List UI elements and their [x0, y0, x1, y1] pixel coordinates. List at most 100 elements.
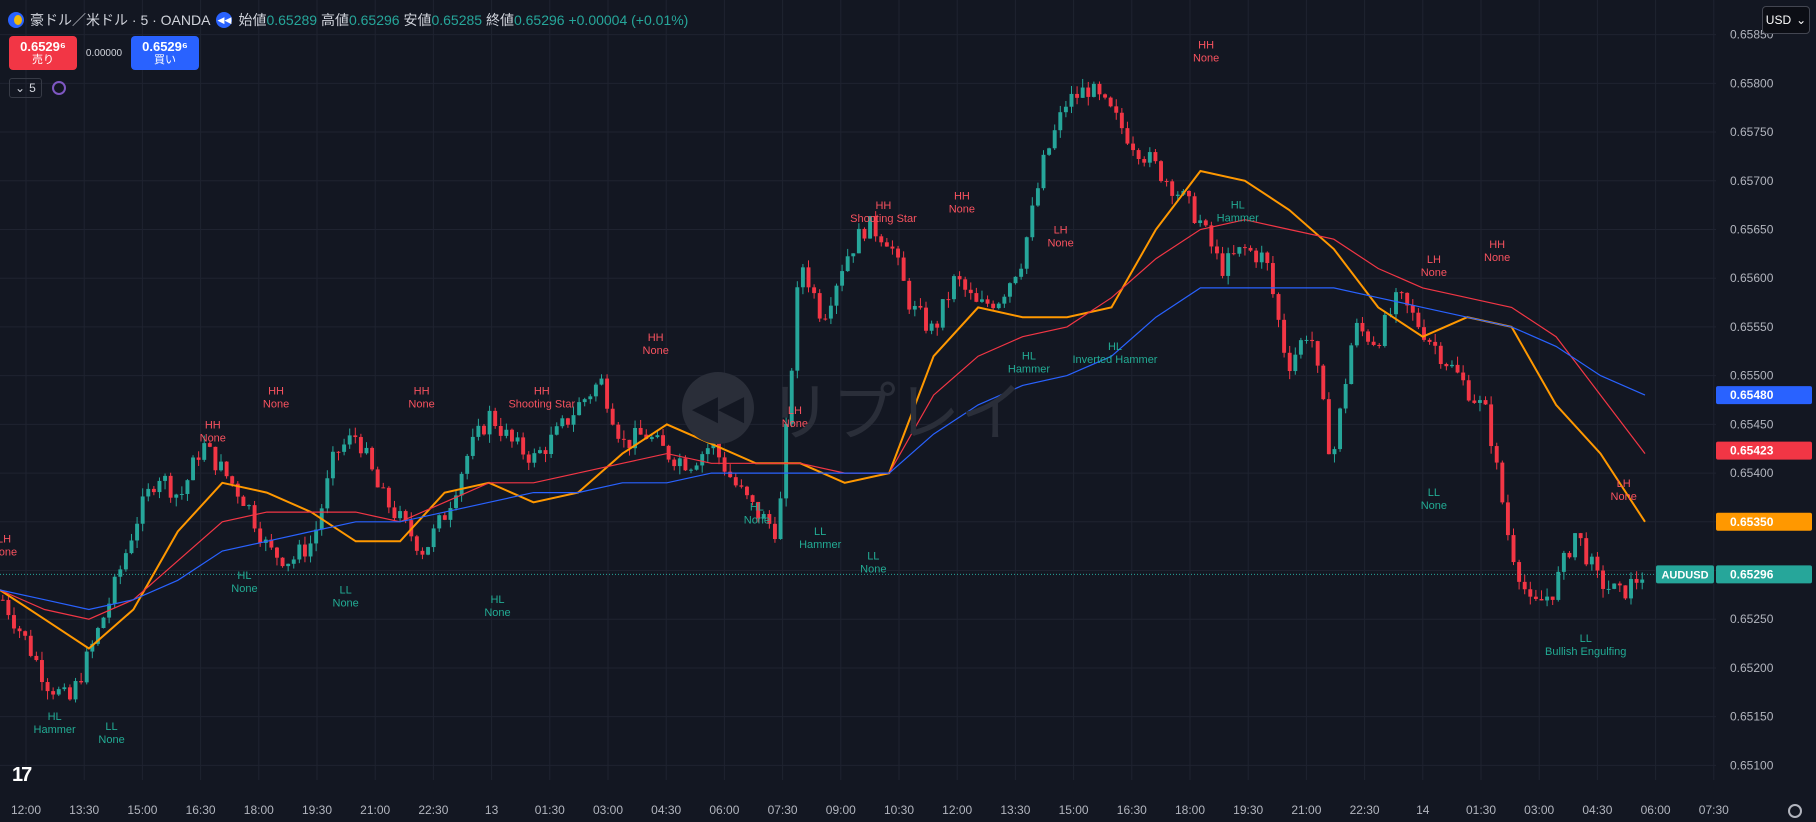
- candle-body: [1035, 188, 1040, 206]
- candle-body: [1242, 247, 1247, 249]
- candle-body: [1567, 552, 1572, 558]
- candle-body: [912, 305, 917, 310]
- pattern-name: Hammer: [1217, 213, 1260, 225]
- y-tick-label: 0.65650: [1730, 222, 1774, 236]
- x-tick-label: 14: [1416, 803, 1430, 817]
- candle-body: [1477, 400, 1482, 403]
- last-price-box: [1716, 565, 1812, 584]
- candle-body: [532, 453, 537, 463]
- candle-body: [672, 459, 677, 467]
- pattern-label: HH: [205, 419, 221, 431]
- candle-body: [386, 487, 391, 508]
- candle-body: [817, 293, 822, 319]
- candle-body: [1119, 112, 1124, 129]
- candle-body: [45, 682, 50, 692]
- candle-body: [1606, 588, 1611, 590]
- price-label-box: [1716, 441, 1812, 460]
- candle-body: [1293, 354, 1298, 372]
- candle-body: [1203, 220, 1208, 226]
- candle-body: [1612, 583, 1617, 589]
- candle-body: [398, 511, 403, 519]
- low-value: 0.65285: [431, 12, 483, 28]
- currency-flag-icon: [8, 12, 24, 28]
- candle-body: [1500, 462, 1505, 503]
- candle-body: [510, 429, 514, 442]
- candle-body: [269, 539, 274, 548]
- moving-average-line: [0, 287, 1646, 611]
- price-label: 0.65423: [1730, 444, 1774, 458]
- candle-body: [571, 415, 576, 425]
- pattern-label: LH: [0, 533, 11, 545]
- x-tick-label: 03:00: [1524, 803, 1554, 817]
- gear-icon[interactable]: [1788, 804, 1802, 818]
- candle-body: [454, 495, 458, 509]
- interval-toggle[interactable]: ⌄ 5: [9, 78, 42, 98]
- candle-body: [1315, 341, 1320, 366]
- pattern-name: None: [200, 432, 226, 444]
- pattern-label: HH: [1198, 39, 1214, 51]
- buy-button[interactable]: 0.6529⁶ 買い: [131, 36, 199, 70]
- currency-select[interactable]: USD ⌄: [1762, 6, 1810, 34]
- candle-body: [700, 454, 705, 466]
- candle-body: [666, 445, 671, 460]
- close-value: 0.65296: [513, 12, 565, 28]
- pattern-name: None: [1421, 267, 1447, 279]
- pattern-label: HL: [750, 502, 764, 514]
- candle-body: [314, 529, 319, 544]
- candle-body: [247, 505, 251, 507]
- candle-body: [79, 681, 84, 683]
- candle-body: [168, 475, 173, 498]
- candle-body: [202, 443, 207, 460]
- candle-body: [235, 483, 240, 497]
- candle-body: [1304, 339, 1309, 341]
- candle-body: [1248, 247, 1253, 251]
- candle-body: [1265, 252, 1270, 264]
- candle-body: [1377, 344, 1382, 347]
- symbol-title[interactable]: 豪ドル／米ドル · 5 · OANDA: [30, 12, 211, 28]
- pattern-label: HL: [1231, 200, 1245, 212]
- pattern-name: None: [1484, 252, 1510, 264]
- candle-body: [683, 458, 688, 471]
- candle-body: [336, 451, 341, 453]
- pattern-name: Inverted Hammer: [1073, 354, 1158, 366]
- candle-body: [521, 437, 526, 455]
- x-tick-label: 10:30: [884, 803, 914, 817]
- pattern-label: HH: [414, 385, 430, 397]
- candle-body: [1209, 225, 1214, 247]
- candle-body: [537, 450, 542, 454]
- tradingview-logo[interactable]: 17: [12, 764, 32, 786]
- candle-body: [1360, 322, 1365, 332]
- candle-body: [560, 418, 565, 427]
- candle-body: [705, 448, 710, 455]
- candle-body: [767, 514, 772, 524]
- high-value: 0.65296: [348, 12, 400, 28]
- low-label: 安値: [403, 12, 432, 28]
- symbol-label-box: [1656, 565, 1714, 584]
- x-tick-label: 12:00: [11, 803, 41, 817]
- buy-price: 0.6529⁶: [142, 39, 188, 54]
- pattern-label: HH: [648, 332, 664, 344]
- candle-body: [179, 493, 184, 495]
- candle-body: [252, 505, 257, 529]
- x-tick-label: 06:00: [1641, 803, 1671, 817]
- candle-body: [28, 635, 33, 656]
- pattern-name: None: [744, 515, 770, 527]
- replay-icon[interactable]: ◀◀: [216, 12, 233, 28]
- candle-body: [845, 256, 850, 272]
- candle-body: [1556, 571, 1561, 600]
- x-tick-label: 15:00: [1059, 803, 1089, 817]
- candles-layer: [0, 78, 1645, 703]
- candle-body: [6, 599, 11, 616]
- candle-body: [1231, 253, 1236, 255]
- candle-body: [275, 547, 279, 558]
- sync-icon[interactable]: [51, 81, 66, 95]
- candle-body: [1539, 598, 1544, 601]
- y-tick-label: 0.65200: [1730, 661, 1774, 675]
- sell-button[interactable]: 0.6529⁶ 売り: [9, 36, 77, 70]
- candle-body: [17, 628, 22, 632]
- close-label: 終値: [485, 12, 514, 28]
- candle-body: [1326, 399, 1331, 455]
- candle-body: [118, 569, 123, 577]
- candle-body: [1047, 148, 1052, 155]
